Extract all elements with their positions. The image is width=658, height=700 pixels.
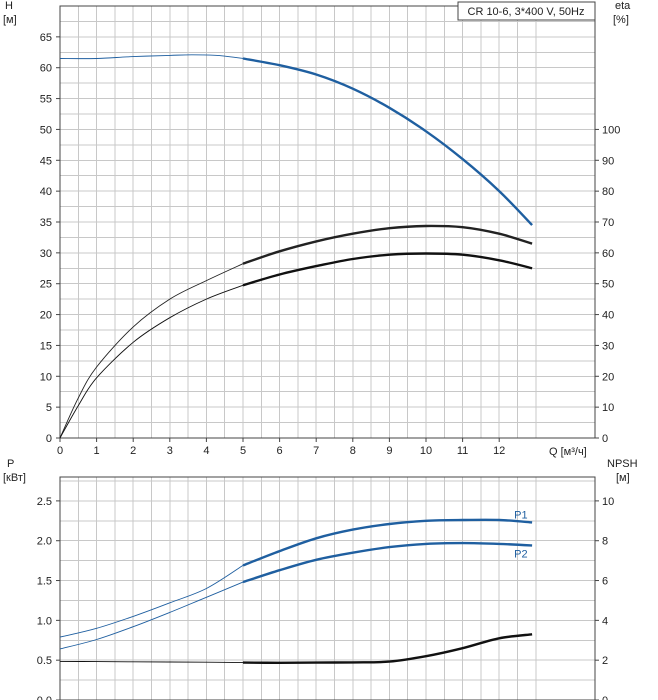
bottom-left-axis-label-1: P (7, 458, 14, 470)
right-tick-label: 2 (602, 655, 608, 667)
bottom-right-ticks: 0 2 4 6 8 10 (595, 496, 614, 700)
bottom-left-axis-label-2: [кВт] (3, 472, 26, 484)
series-1-thin-line (59, 581, 244, 650)
series-0-thin-line (59, 565, 244, 638)
left-tick-label: 1.5 (37, 576, 52, 588)
x-tick-label: 10 (420, 445, 432, 457)
right-tick-label: 8 (602, 536, 608, 548)
right-tick-label: 100 (602, 124, 620, 136)
left-tick-label: 0 (46, 433, 52, 445)
series-2-line (242, 633, 533, 665)
left-tick-label: 45 (40, 155, 52, 167)
bottom-right-axis-label-2: [м] (616, 472, 630, 484)
left-tick-label: 2.5 (37, 496, 52, 508)
right-tick-label: 60 (602, 248, 614, 260)
right-tick-label: 6 (602, 576, 608, 588)
series-2-line (242, 252, 533, 287)
x-tick-label: 2 (130, 445, 136, 457)
series-2-thin-line (59, 660, 244, 664)
x-tick-label: 7 (313, 445, 319, 457)
top-left-axis-label-2: [м] (3, 14, 17, 26)
top-grid (59, 5, 595, 439)
series-1-thin-line (59, 263, 244, 439)
x-tick-label: 6 (277, 445, 283, 457)
top-x-axis-label: Q [м³/ч] (549, 446, 587, 458)
top-series (59, 54, 533, 439)
x-tick-label: 4 (203, 445, 209, 457)
left-tick-label: 15 (40, 340, 52, 352)
left-tick-label: 65 (40, 32, 52, 44)
left-tick-label: 20 (40, 310, 52, 322)
right-tick-label: 70 (602, 217, 614, 229)
top-left-axis-label-1: H (5, 0, 13, 12)
left-tick-label: 60 (40, 63, 52, 75)
top-right-axis-label-1: eta (615, 0, 631, 12)
left-tick-label: 1.0 (37, 615, 52, 627)
x-tick-label: 1 (94, 445, 100, 457)
series-0-thin-line (59, 54, 244, 60)
left-tick-label: 30 (40, 248, 52, 260)
left-tick-label: 55 (40, 94, 52, 106)
bottom-left-ticks: 0.0 0.5 1.0 1.5 2.0 2.5 (37, 496, 60, 700)
left-tick-label: 35 (40, 217, 52, 229)
right-tick-label: 10 (602, 496, 614, 508)
x-tick-label: 9 (386, 445, 392, 457)
left-tick-label: 2.0 (37, 536, 52, 548)
left-tick-label: 40 (40, 186, 52, 198)
series-label: P2 (514, 548, 527, 560)
x-tick-label: 11 (457, 445, 468, 457)
right-tick-label: 90 (602, 155, 614, 167)
left-tick-label: 50 (40, 124, 52, 136)
right-tick-label: 80 (602, 186, 614, 198)
right-tick-label: 4 (602, 615, 608, 627)
left-tick-label: 0.0 (37, 695, 52, 700)
series-1-line (242, 541, 533, 584)
right-tick-label: 0 (602, 433, 608, 445)
left-tick-label: 0.5 (37, 655, 52, 667)
x-tick-label: 8 (350, 445, 356, 457)
top-right-axis-label-2: [%] (613, 14, 629, 26)
right-tick-label: 0 (602, 695, 608, 700)
x-tick-label: 0 (57, 445, 63, 457)
title-box (457, 1, 596, 21)
series-0-line (242, 518, 533, 567)
top-left-ticks: 0 5 10 15 20 25 30 35 40 45 50 55 60 65 (40, 32, 60, 445)
top-right-ticks: 0 10 20 30 40 50 60 70 80 90 100 (595, 124, 620, 445)
series-1-line (242, 224, 533, 265)
series-label: P1 (514, 509, 527, 521)
x-tick-label: 12 (493, 445, 505, 457)
top-x-ticks: 0 1 2 3 4 5 6 7 8 9 10 11 12 (57, 438, 505, 457)
x-tick-label: 3 (167, 445, 173, 457)
right-tick-label: 10 (602, 402, 614, 414)
series-2-thin-line (59, 284, 244, 439)
bottom-series: P1 P2 (59, 509, 533, 665)
series-0-line (242, 57, 533, 226)
left-tick-label: 5 (46, 402, 52, 414)
right-tick-label: 20 (602, 371, 614, 383)
x-tick-label: 5 (240, 445, 246, 457)
left-tick-label: 25 (40, 279, 52, 291)
right-tick-label: 40 (602, 310, 614, 322)
left-tick-label: 10 (40, 371, 52, 383)
bottom-chart: 0.00.51.01.52.02.5 0246810 P [кВт] NPSH … (3, 458, 638, 700)
bottom-right-axis-label-1: NPSH (607, 458, 638, 470)
bottom-plot-frame (59, 476, 596, 700)
chart-title: CR 10-6, 3*400 V, 50Hz (468, 6, 585, 18)
right-tick-label: 30 (602, 340, 614, 352)
right-tick-label: 50 (602, 279, 614, 291)
